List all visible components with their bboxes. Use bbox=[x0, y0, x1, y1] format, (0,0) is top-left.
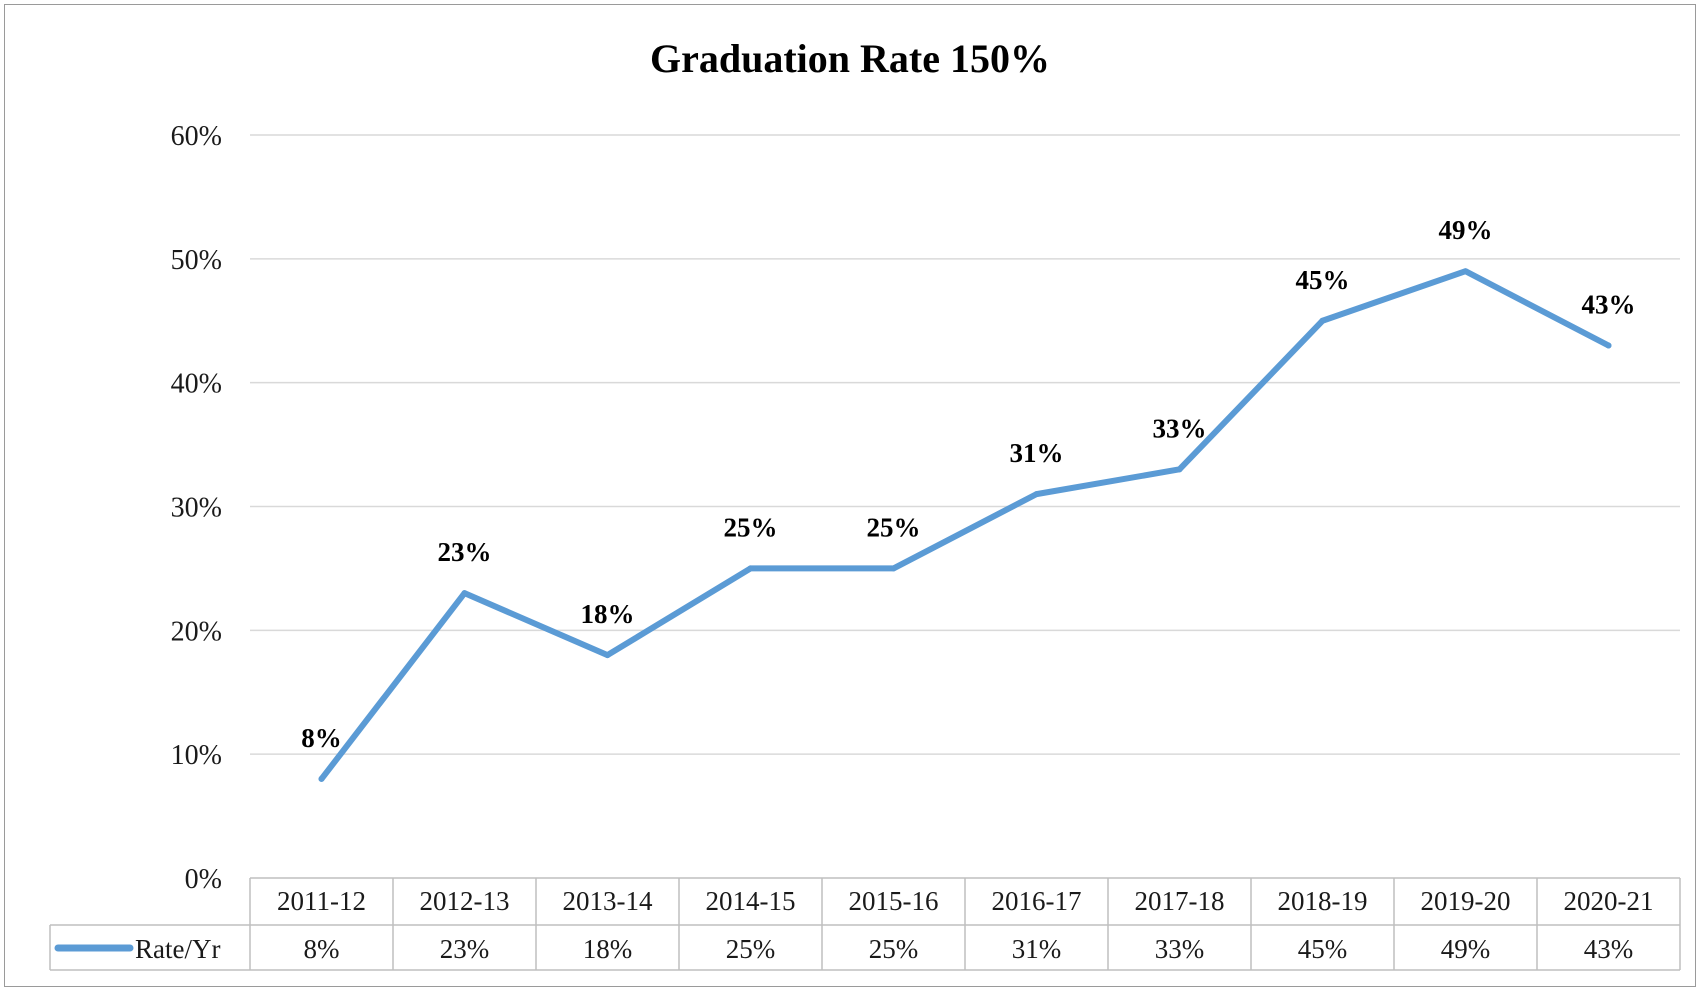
x-category-label: 2020-21 bbox=[1564, 886, 1654, 916]
table-value-cell: 18% bbox=[583, 934, 633, 964]
y-tick-label: 10% bbox=[171, 740, 222, 771]
table-value-cell: 43% bbox=[1584, 934, 1634, 964]
y-tick-label: 20% bbox=[171, 616, 222, 647]
y-tick-label: 40% bbox=[171, 369, 222, 400]
y-axis-tick-labels: 0% 10% 20% 30% 40% 50% 60% bbox=[171, 121, 222, 895]
data-point bbox=[1462, 268, 1469, 275]
data-label: 43% bbox=[1582, 290, 1636, 320]
table-value-cell: 33% bbox=[1155, 934, 1205, 964]
x-category-label: 2012-13 bbox=[420, 886, 510, 916]
data-label: 45% bbox=[1296, 265, 1350, 295]
data-point bbox=[604, 652, 611, 659]
data-label: 33% bbox=[1153, 413, 1207, 443]
series-line bbox=[318, 268, 1612, 782]
chart-title: Graduation Rate 150% bbox=[650, 36, 1050, 81]
table-value-cell: 23% bbox=[440, 934, 490, 964]
data-point bbox=[318, 775, 325, 782]
x-category-label: 2011-12 bbox=[277, 886, 366, 916]
y-tick-label: 60% bbox=[171, 121, 222, 152]
data-table: 2011-12 8% 2012-13 23% 2013-14 18% 2014-15 25% 2… bbox=[49, 877, 1681, 971]
data-label: 8% bbox=[301, 723, 342, 753]
chart-frame bbox=[4, 4, 1696, 987]
gridlines bbox=[250, 134, 1680, 755]
legend-series-name: Rate/Yr bbox=[135, 934, 220, 964]
table-value-cell: 25% bbox=[726, 934, 776, 964]
data-label: 23% bbox=[438, 537, 492, 567]
table-value-cell: 31% bbox=[1012, 934, 1062, 964]
table-value-cell: 49% bbox=[1441, 934, 1491, 964]
table-value-cell: 45% bbox=[1298, 934, 1348, 964]
x-category-label: 2014-15 bbox=[706, 886, 796, 916]
x-category-label: 2013-14 bbox=[563, 886, 653, 916]
data-label: 25% bbox=[867, 512, 921, 542]
data-label: 31% bbox=[1010, 438, 1064, 468]
table-value-cell: 8% bbox=[304, 934, 340, 964]
data-labels: 8% 23% 18% 25% 25% 31% 33% 45% 49% 43% bbox=[301, 215, 1635, 753]
data-point bbox=[1033, 491, 1040, 498]
data-point bbox=[747, 565, 754, 572]
x-category-label: 2015-16 bbox=[849, 886, 939, 916]
x-category-label: 2016-17 bbox=[992, 886, 1082, 916]
x-category-label: 2018-19 bbox=[1278, 886, 1368, 916]
data-point bbox=[1319, 317, 1326, 324]
y-tick-label: 50% bbox=[171, 245, 222, 276]
data-point bbox=[1605, 342, 1612, 349]
x-category-label: 2017-18 bbox=[1135, 886, 1225, 916]
data-point bbox=[1176, 466, 1183, 473]
data-point bbox=[890, 565, 897, 572]
data-label: 49% bbox=[1439, 215, 1493, 245]
data-label: 18% bbox=[581, 599, 635, 629]
y-tick-label: 0% bbox=[185, 864, 222, 895]
table-value-cell: 25% bbox=[869, 934, 919, 964]
x-category-label: 2019-20 bbox=[1421, 886, 1511, 916]
data-point bbox=[461, 590, 468, 597]
series-rate-yr bbox=[318, 268, 1612, 782]
data-label: 25% bbox=[724, 512, 778, 542]
y-tick-label: 30% bbox=[171, 493, 222, 524]
